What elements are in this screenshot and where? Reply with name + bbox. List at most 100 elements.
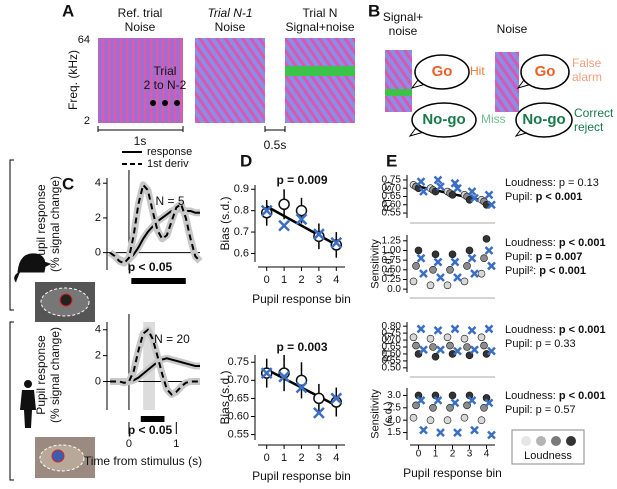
nogo-text: No-go [422, 111, 465, 128]
x-tick-label: 1 [281, 452, 287, 464]
y-tick-label: 2.0 [387, 415, 401, 426]
y-tick-label: 0.65 [382, 191, 402, 202]
annotation: p < 0.05 [128, 423, 173, 437]
point [460, 413, 469, 422]
x-marker [295, 381, 308, 394]
x-marker [278, 370, 290, 383]
scale-bar [264, 126, 286, 132]
x-marker [433, 325, 443, 335]
scale-label: 1s [134, 134, 147, 148]
spectrogram [385, 50, 412, 112]
point [460, 277, 469, 286]
significance-bar [140, 416, 165, 422]
bubble [411, 102, 477, 138]
x-marker [487, 430, 496, 440]
x-marker [295, 213, 308, 226]
x-tick-label: 0 [416, 449, 422, 460]
x-marker [436, 182, 445, 191]
fit-line [266, 205, 337, 246]
x-marker [470, 425, 479, 435]
prev-title: Trial N-1 [207, 6, 252, 20]
legend-label: response [147, 146, 192, 158]
dots [150, 100, 180, 106]
point [426, 281, 435, 290]
outcome: False [572, 56, 602, 70]
annotation: p = 0.003 [276, 340, 327, 354]
stat-label: Loudness: [505, 390, 556, 402]
legend-label: Loudness [524, 450, 572, 462]
legend-swatch [551, 436, 561, 446]
point [429, 343, 437, 351]
x-marker [470, 193, 479, 203]
point [448, 191, 457, 199]
x-marker [436, 345, 445, 355]
middle-text: 2 to N-2 [144, 78, 187, 92]
current-subtitle: Signal+noise [285, 20, 354, 34]
panel-b: B Signal+ noise Go Hit No-go Miss Noise … [368, 1, 614, 138]
y-tick-label: 0.75 [382, 255, 402, 266]
x-marker [450, 178, 460, 188]
x-tick-label: 0 [264, 452, 270, 464]
x-marker [416, 324, 426, 334]
bubble [520, 54, 570, 90]
outcome: reject [574, 120, 604, 134]
y-axis-label: (s.d.) [382, 401, 394, 426]
y-axis-label-part: Pupil response [34, 335, 48, 415]
x-axis-label: Pupil response bin [252, 292, 351, 306]
noise-title: Noise [497, 22, 528, 36]
stat-value: p < 0.001 [536, 191, 583, 203]
y-tick-label: 0.70 [228, 374, 249, 386]
y-tick-label: 4 [95, 324, 101, 336]
point [431, 352, 440, 361]
y-tick-label: 0.55 [228, 428, 249, 440]
outcome: Correct [574, 106, 614, 120]
stat-value: p = 0.13 [559, 177, 599, 189]
panel-label: A [62, 1, 74, 20]
point [414, 246, 423, 255]
stat-text: Loudness: p < 0.001 [505, 390, 606, 402]
panel-label: E [386, 151, 397, 170]
x-marker [419, 187, 428, 196]
pupil [59, 293, 73, 307]
freq-tick: 64 [78, 34, 90, 46]
y-axis-label: Bias (s.d.) [218, 196, 232, 250]
x-marker [416, 253, 426, 263]
y-axis-label: Sensitivity [369, 389, 381, 439]
point [463, 343, 471, 351]
x-tick-label: 2 [298, 452, 304, 464]
panel-scatter: 0.55 0.60 0.65 0.70 0.75 0 1 2 3 4 p = 0.003 Bias (… [218, 340, 351, 483]
x-marker [278, 219, 290, 232]
legend-swatch [566, 436, 576, 446]
bubble [414, 54, 470, 90]
point [429, 265, 437, 274]
x-marker [419, 269, 428, 279]
icons [9, 159, 95, 481]
x-tick-label: 1 [173, 438, 179, 450]
stat-value: p = 0.007 [536, 251, 583, 263]
x-marker [419, 345, 428, 355]
scale-label: 0.5s [264, 138, 287, 152]
panel-scatter: D 0.6 0.7 0.8 0.9 0 1 2 3 4 p = 0.009 Bias (s.d.) Pu… [218, 151, 351, 306]
annotation: p < 0.05 [128, 260, 173, 274]
y-tick-label: 4 [95, 177, 101, 189]
x-tick-label: 3 [316, 452, 322, 464]
panel-scatter: 1.52.0 2.53.0 0 1 2 3 4 Loudness: p < 0.001 Pupi… [369, 388, 606, 480]
point [429, 404, 437, 412]
annotation: p = 0.009 [276, 173, 327, 187]
x-tick-label: 4 [484, 449, 490, 460]
x-marker [450, 257, 460, 267]
x-marker [484, 190, 494, 200]
point [426, 416, 435, 424]
y-tick-label: 0.8 [234, 205, 249, 217]
point [412, 341, 420, 350]
significance-bar [131, 278, 186, 284]
stat-value: p < 0.001 [539, 265, 586, 277]
outcome: Hit [470, 64, 485, 78]
y-tick-label: 0.55 [382, 208, 402, 219]
panel-scatter: E 0.550.600.650.700.75 Loudness: p = 0.13 P… [382, 151, 599, 224]
line [109, 182, 201, 265]
stat-label: Pupil: [505, 338, 533, 350]
stat-label: Pupil²: [505, 265, 536, 277]
panel-scatter: 0.00.250.500.751.001.25 Loudness: p < 0.0… [369, 235, 606, 299]
